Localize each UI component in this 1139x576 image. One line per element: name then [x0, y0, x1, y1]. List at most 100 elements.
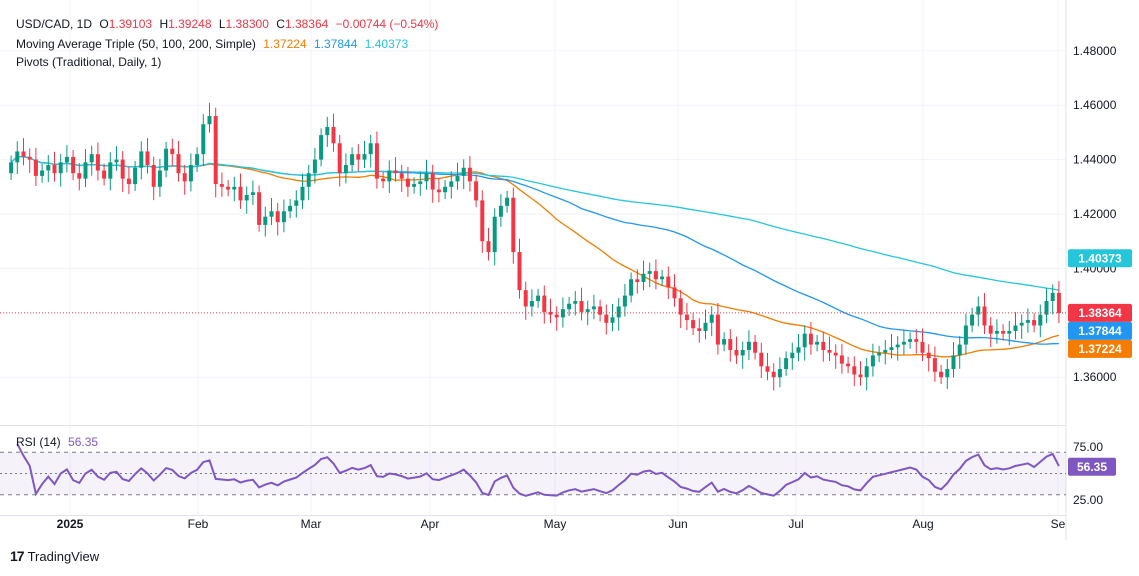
candle — [877, 345, 882, 363]
candle — [777, 357, 782, 388]
candle — [808, 321, 813, 355]
rsi-tick-label: 25.00 — [1073, 493, 1103, 507]
candle — [554, 306, 559, 331]
rsi-tick-label: 75.00 — [1073, 440, 1103, 454]
candle — [548, 298, 553, 324]
candle-body — [418, 181, 423, 185]
rsi-line — [16, 443, 1060, 497]
candle — [573, 290, 578, 316]
candle-body — [932, 358, 937, 372]
candle — [1038, 304, 1043, 338]
candle — [15, 141, 20, 175]
candle — [412, 177, 417, 194]
x-tick-label: Aug — [912, 517, 933, 531]
y-tick-label: 1.42000 — [1073, 207, 1117, 221]
candle — [970, 307, 975, 333]
candle-body — [300, 186, 305, 201]
candle — [858, 361, 863, 386]
x-tick-label: 2025 — [57, 517, 84, 531]
candle-body — [889, 347, 894, 350]
rsi-header-value: 56.35 — [68, 435, 99, 449]
candle — [846, 356, 851, 374]
candle — [89, 145, 94, 176]
candle — [976, 296, 981, 327]
candle-body — [250, 192, 255, 195]
x-tick-label: Mar — [301, 517, 322, 531]
candle — [126, 166, 131, 195]
candle-body — [970, 314, 975, 326]
y-tick-label: 1.48000 — [1073, 44, 1117, 58]
candle — [182, 164, 187, 195]
price-label-text: 1.37224 — [1078, 342, 1122, 356]
candle-body — [839, 355, 844, 364]
candles — [9, 102, 1061, 391]
candle — [678, 289, 683, 328]
candle-body — [858, 374, 863, 378]
candle-body — [58, 162, 63, 174]
candle — [852, 356, 857, 387]
candle — [660, 269, 665, 287]
candle — [982, 293, 987, 334]
candle — [219, 172, 224, 197]
candle-body — [691, 320, 696, 329]
ma50-value: 1.37224 — [263, 37, 307, 51]
candle — [83, 148, 88, 188]
candle — [306, 164, 311, 201]
candle-body — [257, 192, 262, 225]
candle-body — [722, 339, 727, 345]
candle — [815, 335, 820, 352]
candle — [436, 177, 441, 203]
rsi-legend: RSI (14) 56.35 — [16, 434, 102, 450]
candle-body — [926, 352, 931, 359]
y-tick-label: 1.46000 — [1073, 98, 1117, 112]
candle-body — [939, 371, 944, 378]
candle — [71, 150, 76, 180]
tradingview-brand[interactable]: 17 TradingView — [10, 548, 99, 564]
candle-body — [678, 298, 683, 315]
ma50-line — [10, 156, 1060, 358]
candle-body — [870, 355, 875, 367]
candle — [139, 141, 144, 180]
candle — [250, 180, 255, 206]
candle-body — [740, 350, 745, 356]
candle — [331, 113, 336, 152]
candle-body — [759, 352, 764, 367]
price-label-last: 1.38364 — [1068, 303, 1132, 322]
price-label-ma200: 1.40373 — [1068, 249, 1132, 268]
candle-body — [1050, 292, 1055, 302]
candle-body — [238, 186, 243, 201]
candle — [226, 180, 231, 197]
candle-body — [331, 126, 336, 144]
candle — [257, 185, 262, 232]
candle — [629, 272, 634, 303]
candle-body — [827, 350, 832, 353]
candle-body — [976, 306, 981, 315]
candle-body — [777, 369, 782, 378]
candle — [337, 134, 342, 187]
candle-body — [517, 252, 522, 291]
candle — [821, 331, 826, 362]
candle — [33, 147, 38, 186]
candle-body — [771, 371, 776, 378]
candle-body — [784, 358, 789, 370]
candle — [722, 332, 727, 352]
candle-body — [846, 363, 851, 367]
price-label-bg — [1068, 339, 1132, 358]
candle — [839, 343, 844, 374]
candle-body — [988, 325, 993, 334]
candle — [542, 285, 547, 324]
candle-body — [269, 211, 274, 217]
candle-body — [374, 143, 379, 179]
candle-body — [697, 328, 702, 331]
candle — [350, 147, 355, 172]
candle — [616, 298, 621, 331]
candle — [133, 160, 138, 191]
candle — [517, 238, 522, 299]
candle-body — [895, 344, 900, 348]
open-key: O — [99, 17, 109, 31]
candle-body — [567, 303, 572, 310]
moving-average-lines — [10, 156, 1060, 358]
candle — [889, 333, 894, 359]
candle-body — [536, 295, 541, 302]
candle-body — [883, 350, 888, 353]
